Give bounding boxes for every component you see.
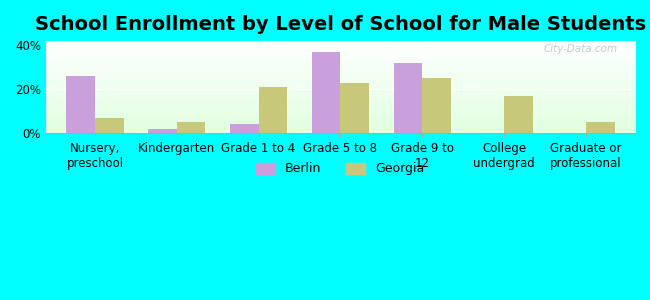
Bar [148,129,177,133]
Bar [312,52,341,133]
Bar [504,96,533,133]
Bar [394,63,422,133]
Bar [95,118,124,133]
Title: School Enrollment by Level of School for Male Students: School Enrollment by Level of School for… [35,15,646,34]
Bar [259,87,287,133]
Text: City-Data.com: City-Data.com [543,44,618,54]
Bar [177,122,205,133]
Bar [230,124,259,133]
Legend: Berlin, Georgia: Berlin, Georgia [252,158,430,181]
Bar [341,83,369,133]
Bar [66,76,95,133]
Bar [422,78,451,133]
Bar [586,122,614,133]
